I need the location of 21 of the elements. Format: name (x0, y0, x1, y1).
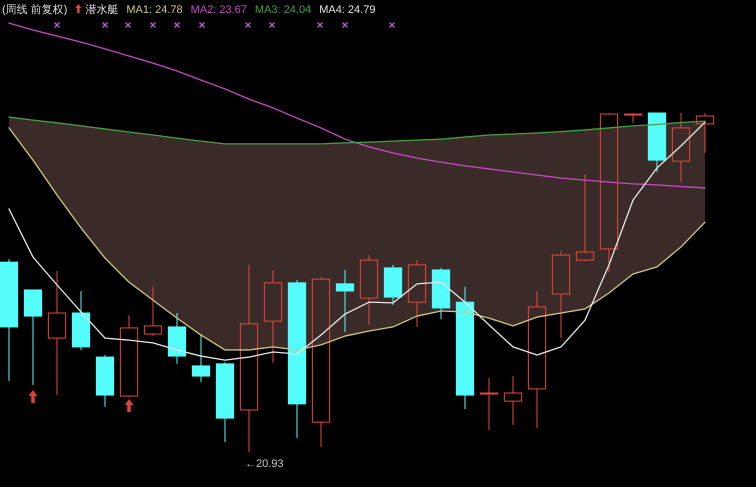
text: MA3: 24.04 (254, 4, 312, 16)
candlestick (288, 280, 306, 439)
candlestick (504, 376, 522, 426)
candlestick (48, 270, 66, 396)
text: MA4: 24.79 (319, 4, 376, 16)
candlestick (168, 312, 186, 364)
candlestick (336, 269, 354, 332)
chart-title: (周线 前复权) (2, 3, 68, 16)
candlestick (264, 269, 282, 364)
candlestick (192, 334, 210, 383)
text: ←20.93 (245, 458, 284, 470)
legend-title: 潜水艇 (85, 3, 118, 16)
candlestick (240, 264, 258, 452)
candlestick (360, 254, 378, 326)
text: MA1: 24.78 (126, 4, 183, 16)
candlestick (456, 286, 474, 410)
candlestick (480, 378, 498, 430)
candlestick (408, 260, 426, 328)
candlestick (528, 290, 546, 428)
text: MA2: 23.67 (190, 4, 247, 16)
candlestick (672, 112, 690, 183)
